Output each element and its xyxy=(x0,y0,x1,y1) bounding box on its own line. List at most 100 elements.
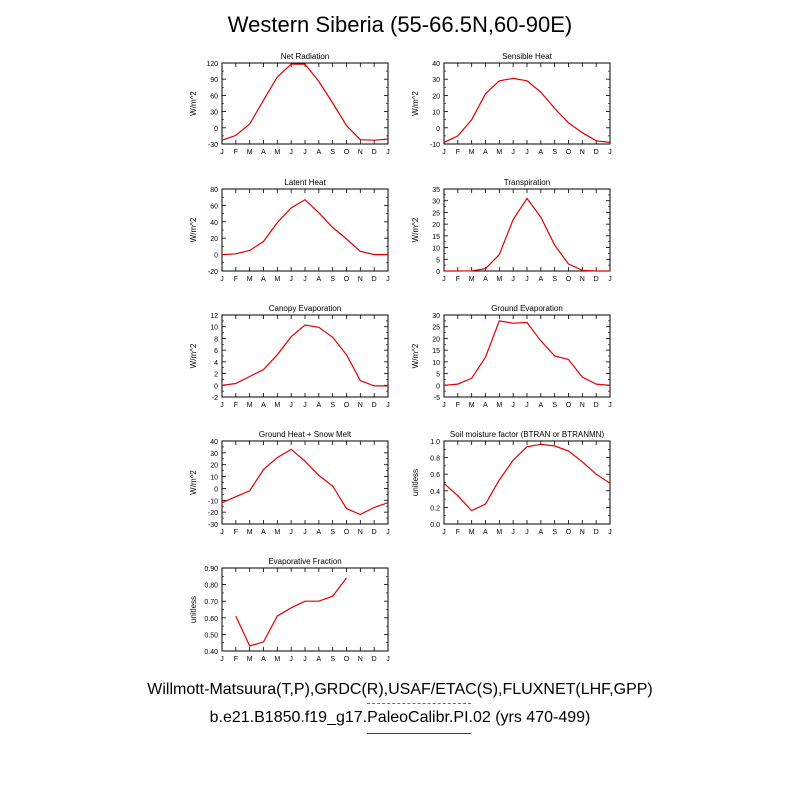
x-tick-label: D xyxy=(372,149,377,156)
y-tick-label: -5 xyxy=(434,395,440,402)
x-tick-label: F xyxy=(234,656,238,663)
x-tick-label: O xyxy=(344,276,350,283)
x-tick-label: A xyxy=(316,149,321,156)
x-tick-label: J xyxy=(386,529,390,536)
x-tick-label: S xyxy=(552,276,557,283)
y-tick-label: 0.70 xyxy=(204,599,218,606)
y-tick-label: 20 xyxy=(210,463,218,470)
x-tick-label: F xyxy=(234,529,238,536)
y-tick-label: 30 xyxy=(210,110,218,117)
x-tick-label: A xyxy=(316,529,321,536)
x-tick-label: A xyxy=(483,402,488,409)
x-tick-label: D xyxy=(594,402,599,409)
x-tick-label: J xyxy=(386,402,390,409)
y-tick-label: 0.0 xyxy=(430,522,440,529)
x-tick-label: A xyxy=(538,529,543,536)
y-tick-label: 0.50 xyxy=(204,632,218,639)
y-tick-label: 12 xyxy=(210,313,218,320)
x-tick-label: J xyxy=(511,276,515,283)
x-tick-label: D xyxy=(372,529,377,536)
case-caption: b.e21.B1850.f19_g17.PaleoCalibr.PI.02 (y… xyxy=(209,709,591,726)
y-tick-label: 0.4 xyxy=(430,489,440,496)
y-tick-label: -30 xyxy=(208,522,218,529)
plot-frame xyxy=(221,62,389,145)
x-tick-label: J xyxy=(608,149,612,156)
y-tick-label: -2 xyxy=(212,395,218,402)
x-tick-label: D xyxy=(372,276,377,283)
x-tick-label: F xyxy=(234,276,238,283)
x-tick-label: A xyxy=(538,402,543,409)
x-tick-label: J xyxy=(525,529,529,536)
plot-frame xyxy=(443,314,611,398)
y-tick-label: -20 xyxy=(208,269,218,276)
x-tick-label: S xyxy=(330,276,335,283)
panel-title: Evaporative Fraction xyxy=(268,557,341,566)
y-tick-label: 0 xyxy=(436,269,440,276)
y-axis-label: W/m^2 xyxy=(411,91,420,116)
panel-title: Transpiration xyxy=(504,178,550,187)
x-tick-label: A xyxy=(538,149,543,156)
panel-title: Latent Heat xyxy=(284,178,326,187)
x-tick-label: J xyxy=(289,656,293,663)
x-tick-label: J xyxy=(442,529,446,536)
x-tick-label: M xyxy=(274,529,280,536)
panel-title: Ground Heat + Snow Melt xyxy=(259,430,352,439)
x-tick-label: M xyxy=(274,656,280,663)
x-tick-label: F xyxy=(456,402,460,409)
panel-title: Ground Evaporation xyxy=(491,304,563,313)
x-tick-label: M xyxy=(496,529,502,536)
x-tick-label: J xyxy=(442,402,446,409)
x-tick-label: M xyxy=(247,529,253,536)
panel-title: Sensible Heat xyxy=(502,52,553,61)
y-tick-label: 8 xyxy=(214,336,218,343)
x-tick-label: D xyxy=(594,149,599,156)
y-tick-label: 2 xyxy=(214,372,218,379)
x-tick-label: M xyxy=(274,149,280,156)
x-tick-label: S xyxy=(330,656,335,663)
x-tick-label: J xyxy=(220,402,224,409)
x-tick-label: S xyxy=(330,402,335,409)
series-line xyxy=(221,198,388,256)
x-tick-label: F xyxy=(234,402,238,409)
x-tick-label: J xyxy=(386,656,390,663)
y-tick-label: 25 xyxy=(432,325,440,332)
y-tick-label: 0 xyxy=(436,126,440,133)
x-tick-label: M xyxy=(274,276,280,283)
y-tick-label: 0.8 xyxy=(430,456,440,463)
series-line xyxy=(235,577,347,647)
y-tick-label: 0.80 xyxy=(204,583,218,590)
y-tick-label: 30 xyxy=(432,199,440,206)
y-tick-label: -30 xyxy=(208,142,218,149)
x-tick-label: D xyxy=(372,656,377,663)
y-tick-label: 30 xyxy=(432,77,440,84)
x-tick-label: A xyxy=(261,276,266,283)
x-tick-label: A xyxy=(483,149,488,156)
y-tick-label: 0 xyxy=(436,383,440,390)
y-tick-label: 120 xyxy=(206,61,218,68)
y-axis-label: W/m^2 xyxy=(189,343,198,368)
x-tick-label: J xyxy=(289,529,293,536)
x-tick-label: J xyxy=(303,402,307,409)
x-tick-label: M xyxy=(469,529,475,536)
x-tick-label: M xyxy=(274,402,280,409)
y-tick-label: 0.2 xyxy=(430,505,440,512)
x-tick-label: J xyxy=(289,402,293,409)
series-line xyxy=(221,63,389,141)
x-tick-label: M xyxy=(469,149,475,156)
x-tick-label: N xyxy=(580,529,585,536)
y-axis-label: unitless xyxy=(189,596,198,623)
x-tick-label: M xyxy=(247,402,253,409)
x-tick-label: J xyxy=(220,529,224,536)
plot-frame xyxy=(221,440,389,525)
x-tick-label: O xyxy=(344,656,350,663)
x-tick-label: J xyxy=(303,656,307,663)
y-tick-label: 0 xyxy=(214,126,218,133)
series-line xyxy=(221,448,389,516)
y-axis-label: W/m^2 xyxy=(189,470,198,495)
x-tick-label: D xyxy=(372,402,377,409)
y-tick-label: 0 xyxy=(214,486,218,493)
x-tick-label: M xyxy=(469,276,475,283)
x-tick-label: J xyxy=(511,529,515,536)
